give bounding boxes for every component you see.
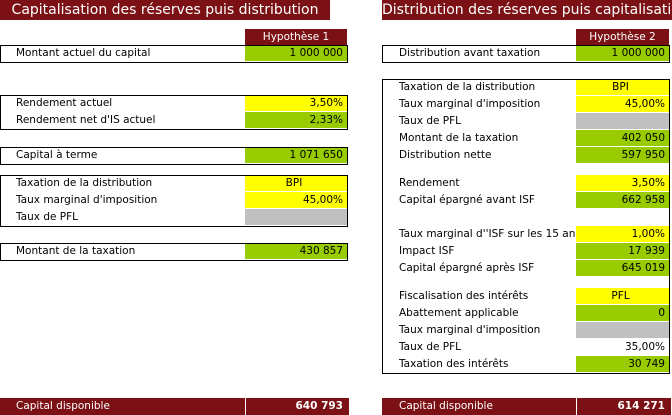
panel-title: Capitalisation des réserves puis distrib…: [0, 0, 330, 20]
group-border: [0, 175, 348, 227]
group-border: [382, 45, 670, 63]
group-border: [0, 45, 348, 63]
value-cell: [576, 175, 669, 192]
row-label: Fiscalisation des intérêts: [399, 290, 529, 302]
row-label: Montant actuel du capital: [16, 47, 151, 59]
value-cell: [576, 79, 669, 96]
value-cell: [245, 45, 347, 62]
row-value: 402 050: [621, 132, 665, 144]
row-label: Impact ISF: [399, 245, 455, 257]
group-border: [382, 79, 670, 374]
row-label: Capital à terme: [16, 149, 98, 161]
row-label: Taux marginal d''ISF sur les 15 an: [399, 228, 576, 240]
row-value: 17 939: [628, 245, 665, 257]
group-border: [0, 147, 348, 165]
row-label: Rendement: [399, 177, 460, 189]
value-cell: [245, 112, 347, 129]
footer-bar: [0, 398, 349, 415]
value-cell: [576, 339, 669, 356]
row-label: Taxation des intérêts: [399, 358, 509, 370]
row-label: Distribution nette: [399, 149, 492, 161]
row-value: 645 019: [621, 262, 665, 274]
value-cell: [576, 226, 669, 243]
row-value: 597 950: [621, 149, 665, 161]
group-border: [0, 95, 348, 130]
value-cell: [576, 130, 669, 147]
row-label: Capital épargné après ISF: [399, 262, 535, 274]
footer-value: 614 271: [576, 398, 669, 415]
row-label: Capital épargné avant ISF: [399, 194, 535, 206]
row-label: Montant de la taxation: [16, 245, 136, 257]
row-value: 1 071 650: [289, 149, 343, 161]
value-cell: [245, 147, 347, 164]
row-label: Taux de PFL: [16, 211, 79, 223]
row-value: 30 749: [628, 358, 665, 370]
row-value: 3,50%: [631, 177, 665, 189]
panel-title: Distribution des réserves puis capitalis…: [382, 0, 672, 20]
group-border: [0, 243, 348, 261]
row-value: 45,00%: [302, 194, 343, 206]
row-label: Rendement net d'IS actuel: [16, 114, 156, 126]
row-label: Taxation de la distribution: [16, 177, 153, 189]
value-cell: [576, 356, 669, 373]
value-cell: [245, 175, 347, 192]
value-cell: [576, 147, 669, 164]
value-cell: [245, 209, 347, 226]
footer-label: Capital disponible: [399, 400, 493, 412]
row-label: Taxation de la distribution: [399, 81, 536, 93]
row-value: 45,00%: [624, 98, 665, 110]
column-header: Hypothèse 1: [245, 29, 347, 45]
value-cell: [576, 260, 669, 277]
row-label: Taux marginal d'imposition: [399, 324, 541, 336]
value-cell: [576, 96, 669, 113]
row-value: 0: [658, 307, 665, 319]
footer-label: Capital disponible: [16, 400, 110, 412]
value-cell: [576, 243, 669, 260]
value-cell: [576, 45, 669, 62]
value-cell: [245, 243, 347, 260]
row-value: 1,00%: [631, 228, 665, 240]
value-cell: [576, 322, 669, 339]
row-label: Taux marginal d'imposition: [399, 98, 541, 110]
value-cell: [576, 113, 669, 130]
row-value: 3,50%: [309, 97, 343, 109]
row-label: Taux de PFL: [399, 115, 462, 127]
row-value: 2,33%: [309, 114, 343, 126]
row-value: 430 857: [299, 245, 343, 257]
value-cell: [576, 192, 669, 209]
row-label: Taux marginal d'imposition: [16, 194, 158, 206]
row-label: Taux de PFL: [399, 341, 462, 353]
row-value: BPI: [612, 81, 629, 93]
row-label: Montant de la taxation: [399, 132, 519, 144]
row-label: Abattement applicable: [399, 307, 519, 319]
row-value: BPI: [285, 177, 303, 189]
footer-bar: [382, 398, 671, 415]
value-cell: [245, 192, 347, 209]
footer-value: 640 793: [245, 398, 347, 415]
row-value: 1 000 000: [289, 47, 343, 59]
row-label: Rendement actuel: [16, 97, 113, 109]
row-label: Distribution avant taxation: [399, 47, 541, 59]
row-value: 1 000 000: [611, 47, 665, 59]
value-cell: [576, 288, 669, 305]
row-value: PFL: [611, 290, 630, 302]
row-value: 662 958: [621, 194, 665, 206]
row-value: 35,00%: [624, 341, 665, 353]
value-cell: [576, 305, 669, 322]
column-header: Hypothèse 2: [576, 29, 669, 45]
value-cell: [245, 95, 347, 112]
